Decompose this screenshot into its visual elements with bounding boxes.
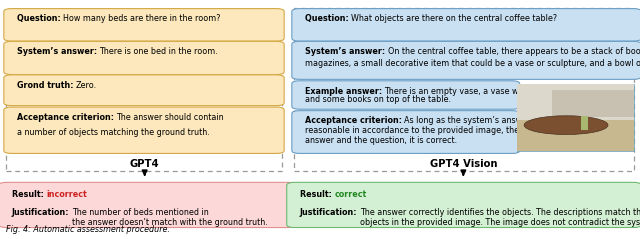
Text: Acceptance criterion:: Acceptance criterion:	[305, 116, 404, 125]
Text: Zero.: Zero.	[76, 81, 97, 90]
FancyBboxPatch shape	[4, 75, 284, 106]
Text: The answer should contain: The answer should contain	[116, 113, 224, 122]
FancyBboxPatch shape	[292, 41, 640, 79]
Text: GPT4 Vision: GPT4 Vision	[429, 159, 497, 169]
FancyBboxPatch shape	[6, 76, 282, 171]
Text: Question:: Question:	[17, 14, 63, 23]
Text: a number of objects matching the ground truth.: a number of objects matching the ground …	[17, 128, 209, 137]
Text: and some books on top of the table.: and some books on top of the table.	[305, 95, 451, 104]
Text: The answer correctly identifies the objects. The descriptions match the
objects : The answer correctly identifies the obje…	[360, 208, 640, 227]
Text: Acceptance criterion:: Acceptance criterion:	[17, 113, 116, 122]
Text: Fig. 4: Automatic assessment procedure.: Fig. 4: Automatic assessment procedure.	[6, 225, 170, 234]
FancyBboxPatch shape	[287, 182, 640, 228]
Text: System’s answer:: System’s answer:	[305, 47, 387, 56]
FancyBboxPatch shape	[292, 111, 520, 153]
FancyBboxPatch shape	[4, 9, 284, 41]
Bar	[581, 116, 588, 130]
Text: correct: correct	[334, 190, 366, 199]
FancyBboxPatch shape	[0, 182, 296, 228]
Text: Result:: Result:	[12, 190, 46, 199]
FancyBboxPatch shape	[292, 9, 640, 41]
Text: As long as the system’s answer is: As long as the system’s answer is	[404, 116, 540, 125]
Text: Justification:: Justification:	[300, 208, 360, 217]
FancyBboxPatch shape	[4, 41, 284, 75]
Text: Grond truth:: Grond truth:	[17, 81, 76, 90]
Text: answer and the question, it is correct.: answer and the question, it is correct.	[305, 136, 457, 145]
Text: On the central coffee table, there appears to be a stack of books or: On the central coffee table, there appea…	[387, 47, 640, 56]
Text: Justification:: Justification:	[12, 208, 72, 217]
FancyBboxPatch shape	[4, 107, 284, 153]
Text: System’s answer:: System’s answer:	[17, 47, 99, 56]
Ellipse shape	[524, 116, 608, 135]
Text: There is one bed in the room.: There is one bed in the room.	[99, 47, 218, 56]
Text: GPT4: GPT4	[130, 159, 159, 169]
Bar	[552, 90, 634, 117]
Text: What objects are there on the central coffee table?: What objects are there on the central co…	[351, 14, 557, 23]
Bar	[517, 84, 634, 151]
Text: There is an empty vase, a vase with flowers: There is an empty vase, a vase with flow…	[385, 87, 561, 96]
Text: How many beds are there in the room?: How many beds are there in the room?	[63, 14, 221, 23]
Text: Example answer:: Example answer:	[305, 87, 385, 96]
Text: Question:: Question:	[305, 14, 351, 23]
FancyBboxPatch shape	[292, 81, 520, 109]
Text: Result:: Result:	[300, 190, 334, 199]
FancyBboxPatch shape	[294, 8, 634, 171]
Bar	[517, 84, 634, 120]
Text: magazines, a small decorative item that could be a vase or sculpture, and a bowl: magazines, a small decorative item that …	[305, 59, 640, 68]
Text: incorrect: incorrect	[46, 190, 87, 199]
Text: The number of beds mentioned in
the answer doesn’t match with the ground truth.: The number of beds mentioned in the answ…	[72, 208, 268, 227]
Text: reasonable in accordance to the provided image, the example: reasonable in accordance to the provided…	[305, 126, 556, 135]
Bar	[517, 120, 634, 151]
